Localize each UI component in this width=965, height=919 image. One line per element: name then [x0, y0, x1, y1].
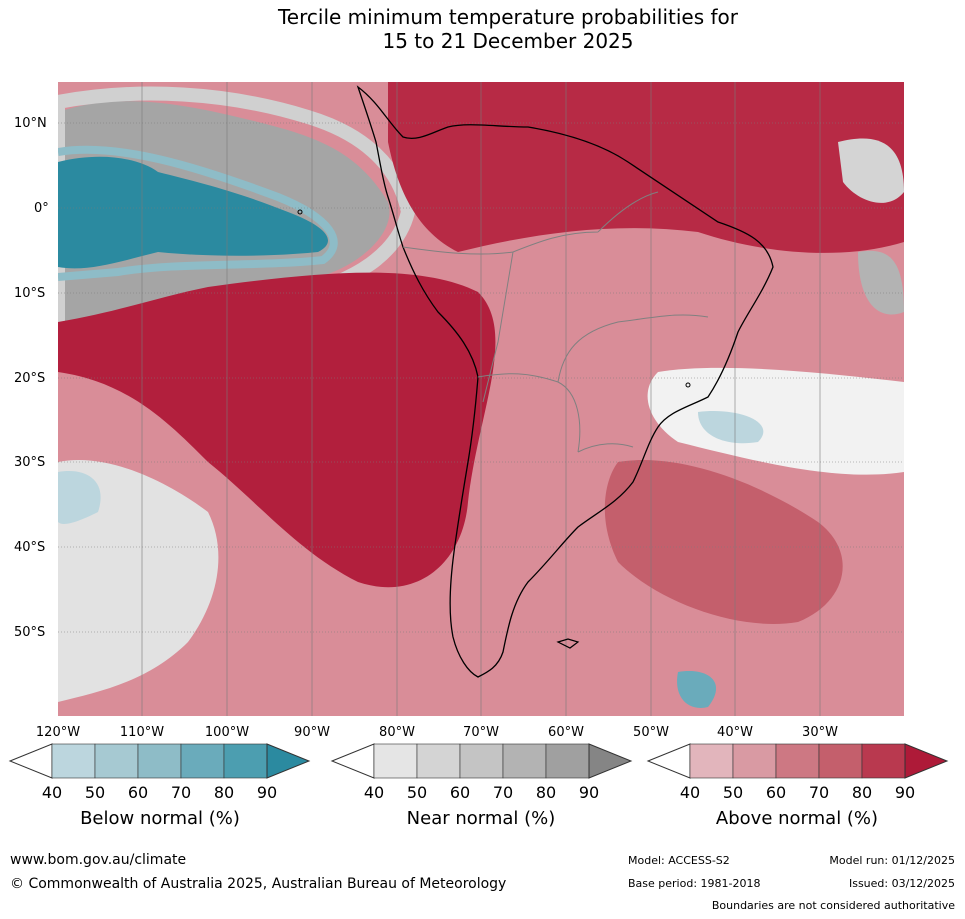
below-colorbar-segment [51, 743, 96, 779]
below-normal-label: Below normal (%) [80, 808, 240, 829]
below-colorbar-segment [94, 743, 139, 779]
island-galapagos [297, 209, 303, 215]
south-america-coastline [356, 85, 774, 678]
lon-label: 110°W [119, 725, 165, 740]
below-colorbar-segment [137, 743, 182, 779]
above-colorbar-right-arrow [904, 743, 949, 779]
below-colorbar-tick: 70 [170, 783, 192, 802]
footer-model-run: Model run: 01/12/2025 [829, 854, 955, 867]
footer-base-period: Base period: 1981-2018 [628, 877, 761, 890]
lon-label: 40°W [717, 725, 753, 740]
below-normal-south-patch [58, 471, 101, 524]
colorbars [8, 743, 949, 779]
title-line-2: 15 to 21 December 2025 [382, 29, 634, 53]
near-colorbar-tick: 80 [535, 783, 557, 802]
above-colorbar-segment [861, 743, 906, 779]
lon-label: 70°W [463, 725, 499, 740]
near-colorbar-tick: 60 [449, 783, 471, 802]
near-colorbar-tick: 70 [492, 783, 514, 802]
below-colorbar-tick: 80 [213, 783, 235, 802]
below-colorbar-tick: 90 [256, 783, 278, 802]
near-colorbar-tick: 40 [363, 783, 385, 802]
lat-label: 20°S [14, 371, 46, 386]
lon-label: 90°W [294, 725, 330, 740]
island-small-ne [685, 382, 691, 388]
below-normal-edge [58, 145, 338, 281]
colorbar-below-normal [8, 743, 311, 779]
above-normal-mid-region [604, 460, 843, 624]
lon-label: 120°W [35, 725, 81, 740]
below-colorbar-segment [180, 743, 225, 779]
near-colorbar-segment [459, 743, 504, 779]
above-colorbar-tick: 80 [851, 783, 873, 802]
near-normal-south-region [58, 460, 219, 702]
footer-url[interactable]: www.bom.gov.au/climate [10, 852, 187, 868]
near-colorbar-segment [416, 743, 461, 779]
below-colorbar-tick: 50 [84, 783, 106, 802]
colorbar-near-normal [330, 743, 633, 779]
above-colorbar-segment [689, 743, 734, 779]
below-colorbar-right-arrow [266, 743, 311, 779]
lon-label: 50°W [633, 725, 669, 740]
near-normal-east-region [647, 367, 904, 475]
near-colorbar-left-arrow [330, 743, 375, 779]
lat-label: 10°S [14, 286, 46, 301]
above-colorbar-tick: 60 [765, 783, 787, 802]
title-line-1: Tercile minimum temperature probabilitie… [277, 5, 739, 29]
lat-label: 10°N [14, 116, 47, 131]
below-colorbar-left-arrow [8, 743, 53, 779]
near-colorbar-segment [545, 743, 590, 779]
below-colorbar-tick: 40 [41, 783, 63, 802]
near-colorbar-segment [502, 743, 547, 779]
near-normal-label: Near normal (%) [406, 808, 556, 829]
above-colorbar-segment [732, 743, 777, 779]
above-colorbar-left-arrow [646, 743, 691, 779]
above-colorbar-tick: 50 [722, 783, 744, 802]
near-normal-east-2 [858, 250, 904, 315]
lat-label: 40°S [14, 540, 46, 555]
country-borders [402, 191, 709, 453]
near-colorbar-segment [373, 743, 418, 779]
above-colorbar-tick: 90 [894, 783, 916, 802]
above-colorbar-segment [818, 743, 863, 779]
lat-label: 30°S [14, 455, 46, 470]
footer-disclaimer: Boundaries are not considered authoritat… [711, 899, 955, 912]
above-colorbar-tick: 70 [808, 783, 830, 802]
probability-map [58, 82, 904, 716]
near-normal-far-east [838, 138, 904, 203]
lat-label: 0° [34, 201, 49, 216]
footer-issued: Issued: 03/12/2025 [848, 877, 955, 890]
above-normal-north-region [388, 82, 904, 253]
falkland-islands [556, 638, 580, 649]
below-colorbar-segment [223, 743, 268, 779]
colorbar-above-normal [646, 743, 949, 779]
lat-label: 50°S [14, 625, 46, 640]
lon-label: 60°W [548, 725, 584, 740]
map-svg [58, 82, 904, 716]
near-colorbar-tick: 90 [578, 783, 600, 802]
below-colorbar-tick: 60 [127, 783, 149, 802]
footer-model: Model: ACCESS-S2 [628, 854, 730, 867]
near-colorbar-tick: 50 [406, 783, 428, 802]
below-normal-east-patch [698, 411, 764, 444]
graticule [58, 82, 904, 716]
near-colorbar-right-arrow [588, 743, 633, 779]
above-normal-strong-region [58, 272, 496, 588]
lon-label: 30°W [802, 725, 838, 740]
above-normal-label: Above normal (%) [715, 808, 879, 829]
lon-label: 80°W [379, 725, 415, 740]
below-normal-region [58, 156, 328, 269]
below-normal-south-2 [677, 671, 717, 708]
above-colorbar-tick: 40 [679, 783, 701, 802]
above-colorbar-segment [775, 743, 820, 779]
lon-label: 100°W [204, 725, 250, 740]
footer-copyright: © Commonwealth of Australia 2025, Austra… [10, 876, 507, 892]
